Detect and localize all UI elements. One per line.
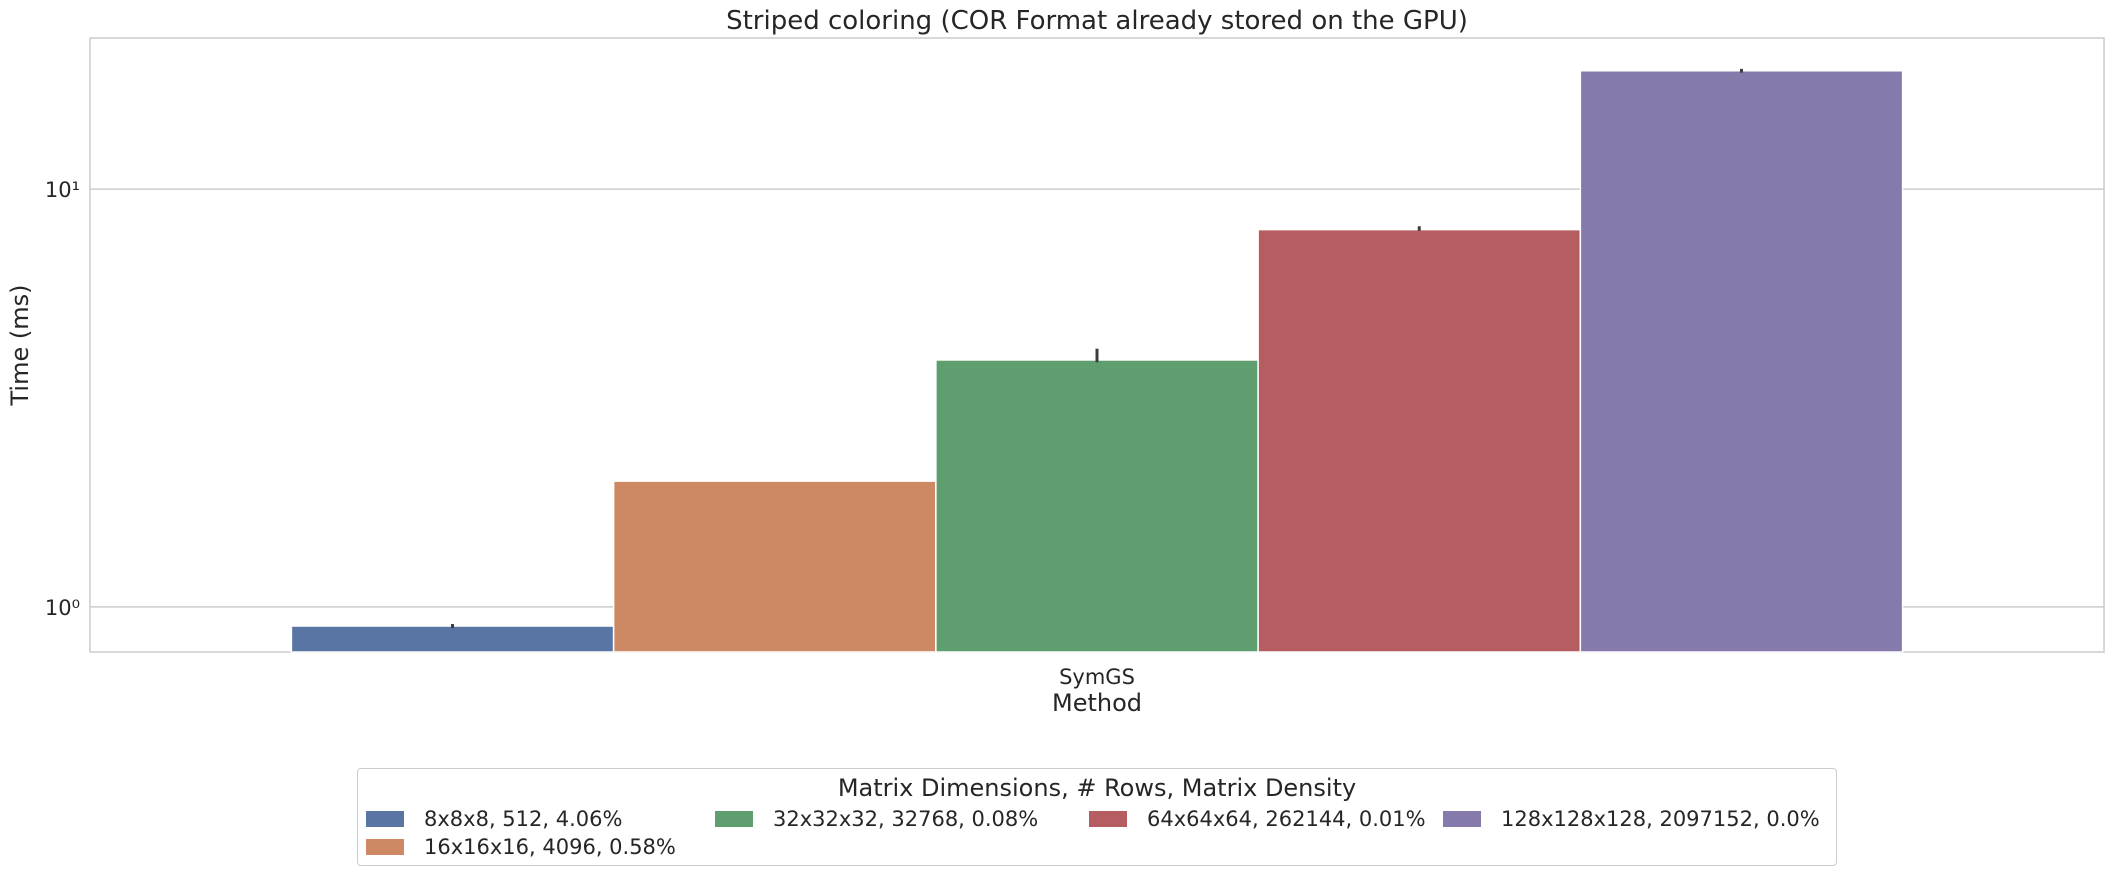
legend-item: 128x128x128, 2097152, 0.0% — [1443, 806, 1820, 832]
legend-swatch — [366, 839, 404, 855]
legend-item: 8x8x8, 512, 4.06% — [366, 806, 622, 832]
legend-title: Matrix Dimensions, # Rows, Matrix Densit… — [358, 773, 1836, 803]
legend-label: 16x16x16, 4096, 0.58% — [424, 834, 676, 860]
legend-swatch — [715, 811, 753, 827]
legend-label: 8x8x8, 512, 4.06% — [424, 806, 622, 832]
x-tick-label: SymGS — [1059, 665, 1135, 689]
legend-label: 64x64x64, 262144, 0.01% — [1147, 806, 1426, 832]
bar — [614, 481, 936, 652]
y-tick-label: 10¹ — [45, 178, 80, 202]
legend-item: 64x64x64, 262144, 0.01% — [1089, 806, 1426, 832]
x-axis-label: Method — [1052, 689, 1142, 717]
y-axis-label: Time (ms) — [6, 285, 34, 407]
bar — [291, 626, 613, 652]
legend: Matrix Dimensions, # Rows, Matrix Densit… — [357, 768, 1837, 866]
legend-item: 32x32x32, 32768, 0.08% — [715, 806, 1038, 832]
legend-item: 16x16x16, 4096, 0.58% — [366, 834, 676, 860]
legend-label: 32x32x32, 32768, 0.08% — [773, 806, 1038, 832]
bar — [936, 360, 1258, 652]
bar — [1258, 230, 1580, 652]
legend-swatch — [366, 811, 404, 827]
chart-title: Striped coloring (COR Format already sto… — [726, 6, 1468, 36]
bar — [1580, 71, 1902, 652]
y-ticks: 10⁰ 10¹ — [45, 178, 80, 620]
legend-swatch — [1089, 811, 1127, 827]
y-tick-label: 10⁰ — [45, 596, 80, 620]
legend-label: 128x128x128, 2097152, 0.0% — [1501, 806, 1820, 832]
legend-swatch — [1443, 811, 1481, 827]
